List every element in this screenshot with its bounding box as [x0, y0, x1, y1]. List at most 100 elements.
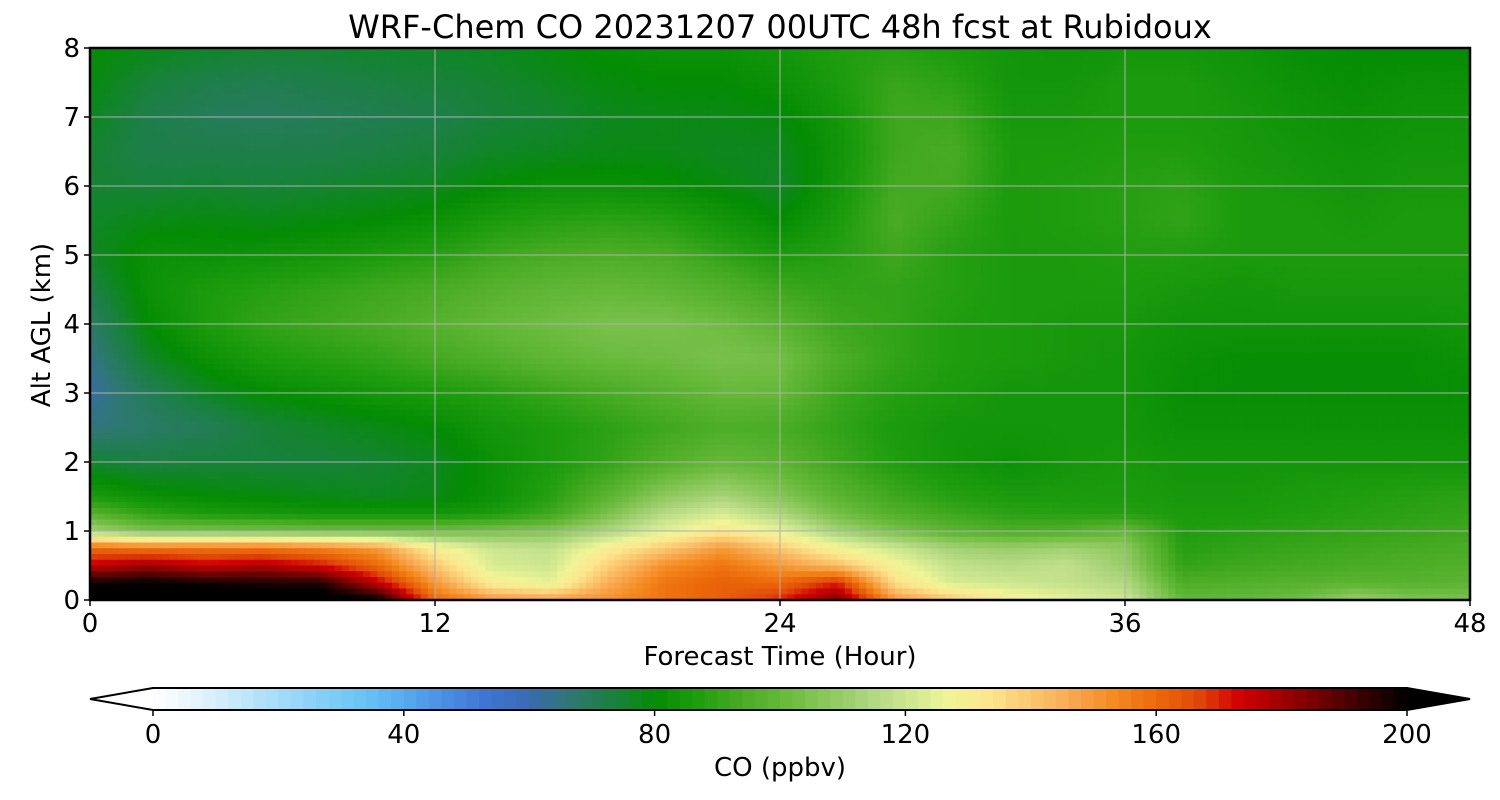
contour-cell — [176, 180, 185, 187]
contour-cell — [226, 48, 235, 55]
contour-cell — [593, 174, 601, 181]
contour-cell — [787, 94, 795, 101]
contour-cell — [1196, 99, 1205, 107]
contour-cell — [1376, 157, 1385, 164]
contour-cell — [183, 140, 192, 147]
contour-cell — [665, 186, 673, 193]
contour-cell — [1031, 151, 1040, 158]
contour-cell — [169, 151, 177, 158]
contour-cell — [916, 76, 925, 84]
contour-cell — [205, 82, 213, 89]
contour-cell — [1211, 145, 1220, 153]
contour-cell — [959, 105, 968, 112]
contour-cell — [593, 134, 601, 141]
contour-cell — [945, 71, 954, 78]
contour-cell — [1254, 134, 1263, 141]
contour-cell — [1211, 163, 1220, 170]
contour-cell — [966, 117, 975, 124]
contour-cell — [427, 145, 436, 153]
contour-cell — [1326, 180, 1335, 187]
contour-cell — [1010, 94, 1018, 101]
contour-cell — [1398, 59, 1406, 66]
contour-cell — [355, 65, 364, 72]
contour-cell — [1160, 180, 1169, 187]
contour-cell — [312, 53, 321, 61]
contour-cell — [125, 140, 134, 147]
contour-cell — [1067, 157, 1076, 164]
contour-cell — [298, 117, 307, 124]
contour-cell — [650, 151, 659, 158]
contour-cell — [693, 111, 702, 118]
contour-cell — [97, 111, 105, 118]
contour-cell — [1038, 94, 1047, 101]
contour-cell — [1261, 140, 1270, 147]
contour-cell — [140, 111, 149, 118]
contour-cell — [1196, 105, 1205, 112]
contour-cell — [1462, 71, 1470, 78]
contour-cell — [1383, 140, 1392, 147]
contour-cell — [966, 191, 975, 199]
contour-cell — [1462, 157, 1470, 164]
contour-cell — [305, 59, 314, 66]
contour-cell — [1031, 191, 1040, 199]
contour-cell — [341, 122, 350, 130]
contour-cell — [1441, 163, 1450, 170]
contour-cell — [470, 174, 479, 181]
contour-cell — [988, 180, 997, 187]
contour-cell — [269, 145, 278, 153]
contour-cell — [226, 59, 235, 66]
contour-cell — [1146, 168, 1155, 176]
contour-cell — [866, 117, 875, 124]
contour-cell — [391, 71, 400, 78]
contour-cell — [1419, 76, 1428, 84]
contour-cell — [478, 122, 486, 130]
contour-cell — [1211, 122, 1220, 130]
contour-cell — [1254, 48, 1263, 55]
contour-cell — [1196, 145, 1205, 153]
contour-cell — [1103, 168, 1112, 176]
contour-cell — [442, 71, 450, 78]
contour-cell — [1110, 145, 1119, 153]
contour-cell — [629, 88, 637, 95]
contour-cell — [219, 128, 228, 135]
contour-cell — [169, 186, 177, 193]
contour-cell — [564, 65, 573, 72]
contour-cell — [1304, 157, 1313, 164]
contour-cell — [679, 48, 688, 55]
contour-cell — [1160, 105, 1169, 112]
contour-cell — [97, 59, 105, 66]
contour-cell — [715, 65, 724, 72]
contour-cell — [1355, 76, 1363, 84]
contour-cell — [463, 163, 472, 170]
contour-cell — [248, 163, 256, 170]
contour-cell — [327, 134, 335, 141]
contour-cell — [988, 105, 997, 112]
contour-cell — [370, 65, 379, 72]
contour-cell — [535, 88, 544, 95]
contour-cell — [1045, 105, 1054, 112]
contour-cell — [1211, 48, 1220, 55]
contour-cell — [506, 134, 515, 141]
contour-cell — [794, 140, 803, 147]
contour-cell — [895, 157, 903, 164]
contour-cell — [435, 59, 443, 66]
contour-cell — [133, 191, 141, 199]
contour-cell — [284, 65, 292, 72]
contour-cell — [341, 76, 350, 84]
contour-cell — [521, 99, 530, 107]
contour-cell — [384, 65, 393, 72]
contour-cell — [248, 117, 256, 124]
contour-cell — [1125, 140, 1133, 147]
contour-cell — [844, 157, 853, 164]
contour-cell — [600, 174, 609, 181]
contour-cell — [902, 88, 910, 95]
contour-cell — [794, 180, 803, 187]
contour-cell — [1398, 88, 1406, 95]
contour-cell — [147, 151, 156, 158]
contour-cell — [140, 168, 149, 176]
contour-cell — [823, 191, 831, 199]
contour-cell — [995, 174, 1004, 181]
contour-cell — [1383, 163, 1392, 170]
contour-cell — [212, 94, 220, 101]
contour-cell — [226, 140, 235, 147]
